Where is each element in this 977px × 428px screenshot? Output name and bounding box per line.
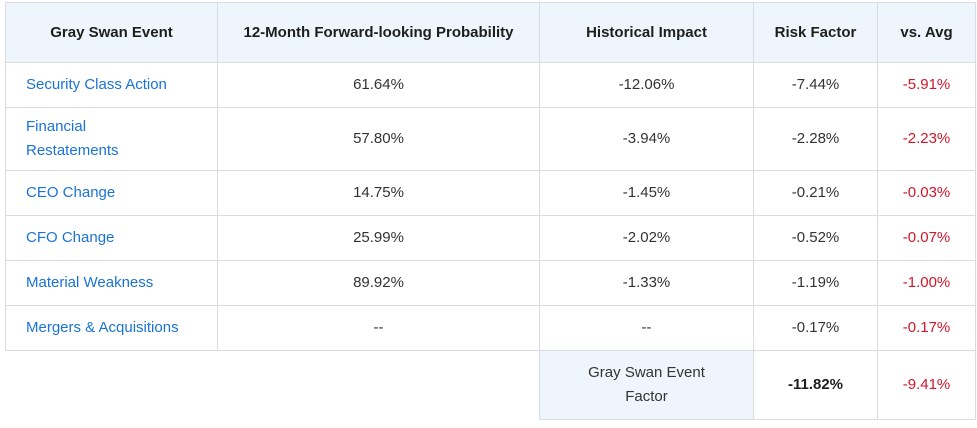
probability-cell: 89.92%: [217, 260, 540, 306]
footer-label: Gray Swan Event Factor: [539, 350, 754, 420]
footer-spacer: [5, 350, 540, 420]
vs-avg-cell: -0.17%: [877, 305, 976, 351]
header-risk-factor: Risk Factor: [753, 2, 878, 63]
header-vs-avg: vs. Avg: [877, 2, 976, 63]
vs-avg-cell: -2.23%: [877, 107, 976, 171]
event-link-mergers-acquisitions[interactable]: Mergers & Acquisitions: [26, 319, 179, 336]
impact-cell: -3.94%: [539, 107, 754, 171]
table-header-row: Gray Swan Event 12-Month Forward-looking…: [5, 2, 976, 63]
table-footer-row: Gray Swan Event Factor -11.82% -9.41%: [5, 350, 976, 420]
event-cell: CFO Change: [5, 215, 218, 261]
event-cell: CEO Change: [5, 170, 218, 216]
footer-risk-total: -11.82%: [753, 350, 878, 420]
event-cell: Security Class Action: [5, 62, 218, 108]
vs-avg-cell: -0.03%: [877, 170, 976, 216]
impact-cell: -2.02%: [539, 215, 754, 261]
event-link-security-class-action[interactable]: Security Class Action: [26, 76, 167, 93]
impact-cell: --: [539, 305, 754, 351]
probability-cell: 14.75%: [217, 170, 540, 216]
footer-vs-avg-total: -9.41%: [877, 350, 976, 420]
impact-cell: -1.33%: [539, 260, 754, 306]
header-probability: 12-Month Forward-looking Probability: [217, 2, 540, 63]
probability-cell: --: [217, 305, 540, 351]
gray-swan-events-table: Gray Swan Event 12-Month Forward-looking…: [5, 2, 976, 420]
header-event: Gray Swan Event: [5, 2, 218, 63]
risk-cell: -0.17%: [753, 305, 878, 351]
table-row: Material Weakness 89.92% -1.33% -1.19% -…: [5, 260, 976, 306]
vs-avg-cell: -5.91%: [877, 62, 976, 108]
event-link-financial-restatements[interactable]: Financial Restatements: [26, 118, 119, 159]
risk-cell: -2.28%: [753, 107, 878, 171]
table-row: Mergers & Acquisitions -- -- -0.17% -0.1…: [5, 305, 976, 351]
table-row: CEO Change 14.75% -1.45% -0.21% -0.03%: [5, 170, 976, 216]
event-link-cfo-change[interactable]: CFO Change: [26, 229, 115, 246]
header-historical-impact: Historical Impact: [539, 2, 754, 63]
vs-avg-cell: -0.07%: [877, 215, 976, 261]
risk-cell: -7.44%: [753, 62, 878, 108]
impact-cell: -12.06%: [539, 62, 754, 108]
impact-cell: -1.45%: [539, 170, 754, 216]
risk-cell: -0.21%: [753, 170, 878, 216]
table-row: CFO Change 25.99% -2.02% -0.52% -0.07%: [5, 215, 976, 261]
table-row: Security Class Action 61.64% -12.06% -7.…: [5, 62, 976, 108]
event-cell: Financial Restatements: [5, 107, 218, 171]
probability-cell: 61.64%: [217, 62, 540, 108]
probability-cell: 25.99%: [217, 215, 540, 261]
event-cell: Material Weakness: [5, 260, 218, 306]
risk-cell: -1.19%: [753, 260, 878, 306]
event-cell: Mergers & Acquisitions: [5, 305, 218, 351]
event-link-ceo-change[interactable]: CEO Change: [26, 184, 116, 201]
vs-avg-cell: -1.00%: [877, 260, 976, 306]
table-row: Financial Restatements 57.80% -3.94% -2.…: [5, 107, 976, 171]
risk-cell: -0.52%: [753, 215, 878, 261]
event-link-material-weakness[interactable]: Material Weakness: [26, 274, 154, 291]
probability-cell: 57.80%: [217, 107, 540, 171]
